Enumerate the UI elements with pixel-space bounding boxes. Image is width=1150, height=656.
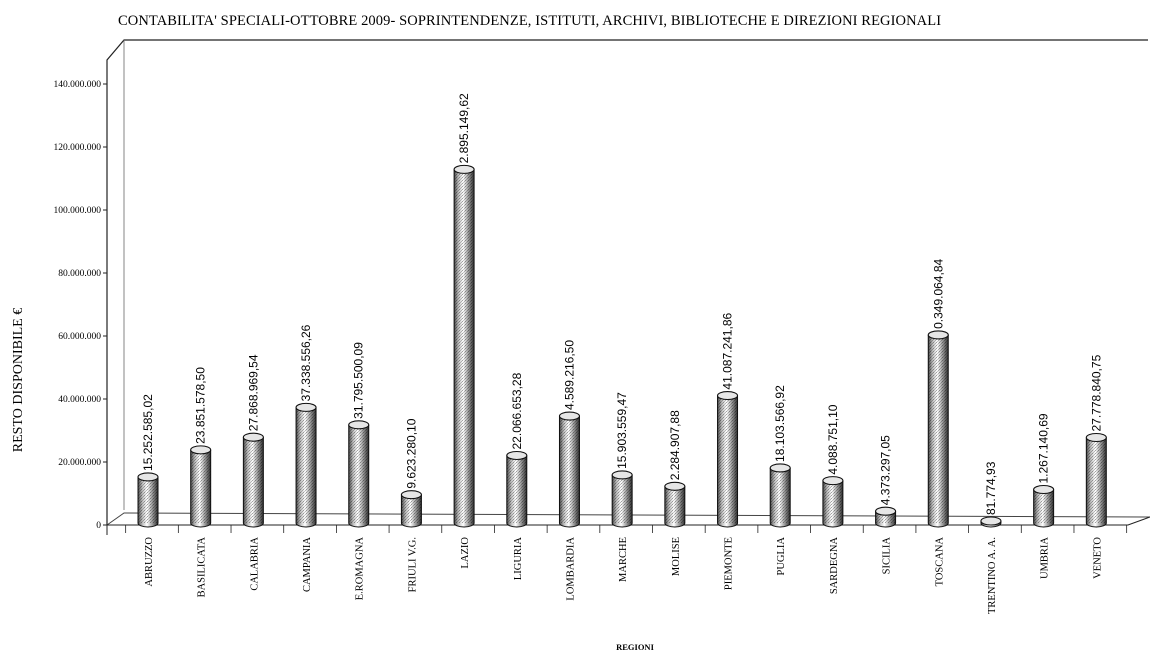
y-tick-label: 80.000.000: [58, 269, 101, 279]
chart-frame: [106, 39, 1150, 535]
y-axis: 0 20.000.000 40.000.000 60.000.000 80.000.00…: [54, 80, 107, 531]
data-label: 0.349.064,84: [931, 259, 945, 329]
chart-title: CONTABILITA' SPECIALI-OTTOBRE 2009- SOPR…: [118, 13, 941, 29]
bar: [400, 490, 422, 528]
data-label: 15.903.559,47: [615, 392, 629, 469]
bars: [137, 164, 1107, 528]
bar: [980, 516, 1002, 528]
data-label: 37.338.556,26: [299, 324, 313, 401]
back-wall: [106, 39, 1148, 525]
x-tick-label: E.ROMAGNA: [355, 537, 366, 601]
bar: [611, 470, 633, 528]
y-tick-label: 140.000.000: [54, 80, 102, 90]
data-label: 18.103.566,92: [773, 385, 787, 462]
bar: [664, 481, 686, 528]
data-labels: 15.252.585,02 23.851.578,50 27.868.969,54 3…: [141, 93, 1103, 515]
bar: [453, 164, 475, 528]
floor-back-edge: [106, 512, 1150, 526]
y-axis-label: RESTO DISPONIBILE €: [11, 308, 26, 452]
x-tick-label: BASILICATA: [197, 537, 208, 598]
bar: [506, 450, 528, 528]
x-tick-label: UMBRIA: [1040, 537, 1051, 579]
bar: [875, 506, 897, 528]
data-label: 9.623.280,10: [404, 418, 418, 488]
bar: [1033, 484, 1055, 528]
x-tick-label: LIGURIA: [513, 537, 524, 581]
x-tick-label: PUGLIA: [776, 537, 787, 576]
bar: [716, 391, 739, 528]
bar: [348, 420, 370, 528]
data-label: 23.851.578,50: [194, 367, 208, 444]
data-label: 81.774,93: [984, 461, 998, 515]
x-axis: ABRUZZO BASILICATA CALABRIA CAMPANIA E.ROMAG…: [125, 525, 1128, 614]
x-tick-label: TRENTINO A. A.: [987, 537, 998, 614]
data-label: 27.868.969,54: [246, 354, 260, 431]
bar: [137, 472, 159, 528]
x-axis-label: REGIONI: [616, 642, 654, 652]
data-label: 15.252.585,02: [141, 394, 155, 471]
y-tick-label: 60.000.000: [58, 332, 101, 342]
y-tick-label: 20.000.000: [58, 458, 101, 468]
x-tick-label: VENETO: [1092, 537, 1103, 579]
bar: [242, 432, 264, 528]
x-tick-label: LAZIO: [460, 537, 471, 569]
bar: [295, 402, 317, 528]
data-label: 31.795.500,09: [352, 342, 366, 419]
y-tick-label: 100.000.000: [54, 206, 102, 216]
x-tick-label: ABRUZZO: [144, 537, 155, 587]
y-tick-label: 40.000.000: [58, 395, 101, 405]
bar: [822, 476, 844, 528]
bar: [1085, 432, 1107, 528]
x-tick-label: PIEMONTE: [724, 537, 735, 590]
x-tick-label: SICILIA: [882, 537, 893, 575]
data-label: 41.087.241,86: [721, 313, 735, 390]
data-label: 4.373.297,05: [879, 435, 893, 505]
bar: [769, 463, 791, 528]
x-tick-label: SARDEGNA: [829, 537, 840, 595]
y-tick-label: 0: [96, 521, 101, 531]
data-label: 4.589.216,50: [562, 340, 576, 410]
y-tick-label: 120.000.000: [54, 143, 102, 153]
x-tick-label: LOMBARDIA: [565, 537, 576, 601]
x-tick-label: FRIULI V.G.: [407, 537, 418, 592]
x-tick-label: MOLISE: [671, 537, 682, 576]
data-label: 2.284.907,88: [668, 410, 682, 480]
x-tick-label: MARCHE: [618, 537, 629, 582]
data-label: 22.066.653,28: [510, 372, 524, 449]
bar: [190, 445, 212, 528]
data-label: 27.778.840,75: [1089, 354, 1103, 431]
data-label: 1.267.140,69: [1037, 413, 1051, 483]
x-tick-label: CAMPANIA: [302, 537, 313, 592]
data-label: 2.895.149,62: [457, 93, 471, 163]
floor-front-edge: [107, 516, 1150, 526]
bar: [927, 330, 949, 528]
x-tick-label: TOSCANA: [934, 537, 945, 587]
data-label: 4.088.751,10: [826, 404, 840, 474]
x-tick-label: CALABRIA: [249, 537, 260, 591]
bar: [558, 411, 581, 528]
